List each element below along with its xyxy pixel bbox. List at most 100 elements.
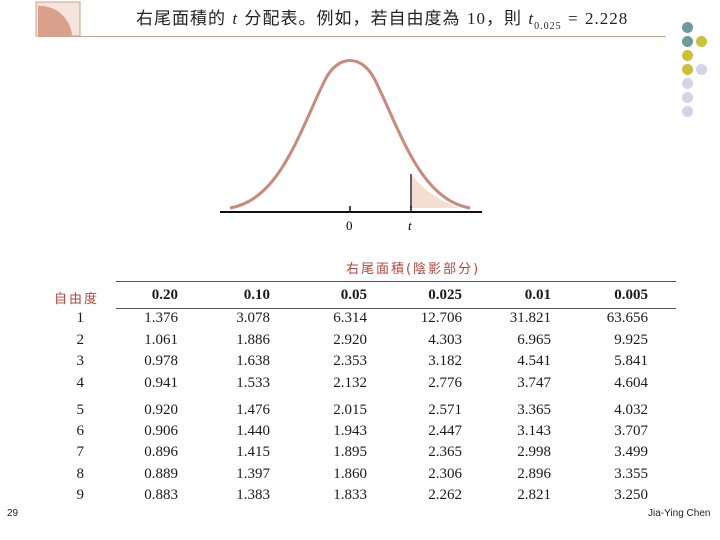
table-cell: 2.015 [333,402,367,418]
table-cell: 2.306 [428,466,462,482]
table-cell: 3.499 [614,444,648,460]
table-cell: 0.889 [144,466,178,482]
table-cell: 1.833 [333,487,367,503]
title-subscript: 0.025 [534,21,562,32]
table-cell: 3.250 [614,487,648,503]
title-value: 2.228 [585,9,629,28]
title-equals: = [568,9,579,28]
table-cell: 0.978 [144,353,178,369]
title-underline [38,36,666,37]
table-cell: 63.656 [606,310,648,326]
table-cell: 5.841 [614,353,648,369]
row-df-label: 7 [76,444,85,460]
dot-lavender [682,78,693,89]
dot-teal [682,36,693,47]
table-cell: 1.943 [333,423,367,439]
table-cell: 1.895 [333,444,367,460]
table-cell: 0.896 [144,444,178,460]
table-cell: 0.883 [144,487,178,503]
degrees-of-freedom-label: 自由度 [54,292,100,307]
bell-curve-line [229,59,471,210]
table-cell: 1.376 [144,310,178,326]
corner-tab-decoration [35,1,81,37]
table-cell: 2.571 [428,402,462,418]
table-cell: 2.776 [428,375,462,391]
row-df-label: 8 [76,466,85,482]
right-tail-area-label: 右尾面積(陰影部分) [346,262,481,277]
table-cell: 4.604 [614,375,648,391]
t-distribution-curve: 0 t [220,59,482,230]
title-prefix: 右尾面積的 [136,9,226,29]
table-cell: 3.355 [614,466,648,482]
axis-zero-label: 0 [346,218,353,230]
dot-lavender [682,106,693,117]
table-cell: 4.303 [428,332,462,348]
title-df: 10 [466,9,486,28]
header-rule [116,308,676,309]
author-credit: Jia-Ying Chen [648,508,711,519]
table-cell: 12.706 [420,310,462,326]
row-df-label: 3 [76,353,85,369]
table-cell: 1.440 [236,423,270,439]
title-middle: 分配表。例如，若自由度為 [244,9,461,29]
table-cell: 2.132 [333,375,367,391]
table-cell: 2.920 [333,332,367,348]
column-header: 0.20 [151,287,178,303]
table-cell: 1.397 [236,466,270,482]
table-cell: 2.998 [517,444,551,460]
table-cell: 0.920 [144,402,178,418]
dot-olive [696,36,707,47]
table-cell: 9.925 [614,332,648,348]
column-header: 0.005 [614,287,648,303]
title-var: t [232,9,239,28]
table-cell: 0.941 [144,375,178,391]
table-cell: 0.906 [144,423,178,439]
dot-lavender [696,64,707,75]
row-df-label: 2 [76,332,85,348]
table-cell: 3.365 [517,402,551,418]
table-cell: 1.860 [333,466,367,482]
table-cell: 3.143 [517,423,551,439]
column-header: 0.01 [524,287,551,303]
title-var2: t [528,9,535,28]
table-cell: 4.032 [614,402,648,418]
table-cell: 3.182 [428,353,462,369]
table-cell: 1.886 [236,332,270,348]
table-cell: 1.638 [236,353,270,369]
table-cell: 2.353 [333,353,367,369]
dot-lavender [682,92,693,103]
row-df-label: 6 [76,423,85,439]
table-top-rule [116,281,676,282]
page-number: 29 [7,508,19,519]
table-cell: 2.365 [428,444,462,460]
axis-t-label: t [408,218,412,230]
table-cell: 1.383 [236,487,270,503]
row-df-label: 9 [76,487,85,503]
table-cell: 1.533 [236,375,270,391]
table-cell: 2.447 [428,423,462,439]
row-df-label: 1 [76,310,85,326]
table-cell: 1.415 [236,444,270,460]
column-header: 0.05 [340,287,367,303]
table-cell: 3.078 [236,310,270,326]
table-cell: 6.314 [333,310,367,326]
table-cell: 2.262 [428,487,462,503]
table-cell: 2.821 [517,487,551,503]
dot-teal [682,22,693,33]
title-then: ，則 [485,9,522,29]
column-header: 0.10 [243,287,270,303]
row-df-label: 4 [76,375,85,391]
table-cell: 31.821 [509,310,551,326]
table-cell: 1.476 [236,402,270,418]
dot-olive [682,50,693,61]
table-cell: 2.896 [517,466,551,482]
table-cell: 3.707 [614,423,648,439]
shaded-tail-area [411,174,460,208]
table-cell: 4.541 [517,353,551,369]
column-header: 0.025 [428,287,462,303]
page-title: 右尾面積的 t 分配表。例如，若自由度為 10，則 t0.025 = 2.228 [136,4,629,32]
table-cell: 1.061 [144,332,178,348]
table-cell: 3.747 [517,375,551,391]
dot-olive [682,64,693,75]
table-cell: 6.965 [517,332,551,348]
